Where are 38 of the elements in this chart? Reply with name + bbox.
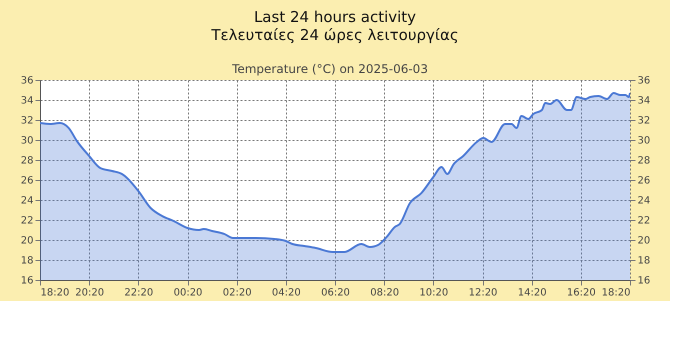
y-tick-label: 26 bbox=[20, 176, 34, 186]
y2-tick-label: 24 bbox=[638, 196, 650, 206]
x-tick-label: 04:20 bbox=[272, 288, 301, 298]
text: Temperature (°C) on 2025-06-03 bbox=[231, 62, 428, 76]
y-tick-label: 28 bbox=[20, 156, 34, 166]
y2-tick-label: 36 bbox=[638, 76, 650, 86]
x-tick-label: 18:20 bbox=[40, 288, 70, 298]
y2-tick-label: 34 bbox=[638, 96, 650, 106]
y2-tick-label: 26 bbox=[638, 176, 650, 186]
x-tick-label: 06:20 bbox=[321, 288, 350, 298]
y-tick-label: 22 bbox=[20, 216, 34, 226]
y2-tick-label: 16 bbox=[638, 276, 650, 286]
y-tick-label: 36 bbox=[20, 76, 34, 86]
x-tick-label: 14:20 bbox=[518, 288, 547, 298]
chart-title: Last 24 hours activity bbox=[254, 8, 416, 26]
x-tick-label: 16:20 bbox=[566, 288, 596, 298]
y2-tick-label: 18 bbox=[638, 256, 650, 266]
x-tick-label: 08:20 bbox=[370, 288, 400, 298]
x-tick-label: 10:20 bbox=[419, 288, 448, 298]
y-tick-label: 32 bbox=[20, 116, 34, 126]
y2-tick-label: 32 bbox=[638, 116, 650, 126]
y-tick-label: 16 bbox=[20, 276, 34, 286]
chart-subtitle: Τελευταίες 24 ώρες λειτουργίας bbox=[210, 26, 459, 44]
y2-tick-label: 22 bbox=[638, 216, 650, 226]
y2-tick-label: 28 bbox=[638, 156, 650, 166]
x-tick-label: 20:20 bbox=[75, 288, 104, 298]
x-tick-label: 12:20 bbox=[468, 288, 498, 298]
x-tick-label: 00:20 bbox=[174, 288, 202, 298]
y-tick-label: 30 bbox=[20, 136, 34, 146]
x-tick-label: 18:20 bbox=[602, 288, 630, 298]
y2-tick-label: 20 bbox=[638, 236, 650, 246]
x-tick-label: 02:20 bbox=[222, 288, 252, 298]
y-tick-label: 18 bbox=[20, 256, 34, 266]
y-tick-label: 34 bbox=[20, 96, 34, 106]
y2-tick-label: 30 bbox=[638, 136, 650, 146]
x-tick-label: 22:20 bbox=[124, 288, 154, 298]
y-tick-label: 20 bbox=[20, 236, 34, 246]
y-tick-label: 24 bbox=[20, 196, 34, 206]
